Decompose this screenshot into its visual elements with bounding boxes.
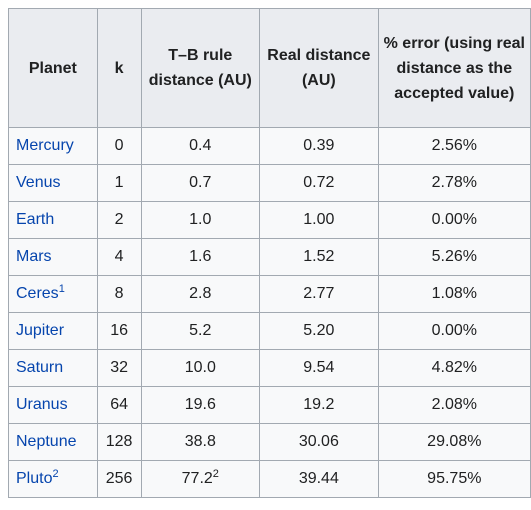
planet-name: Earth: [16, 211, 55, 228]
table-row: Mercury 0 0.4 0.39 2.56%: [8, 127, 531, 165]
footnote-marker[interactable]: 2: [212, 468, 219, 480]
table-row: Venus 1 0.7 0.72 2.78%: [8, 164, 531, 202]
tb-distance-value: 2.8: [140, 275, 261, 313]
real-distance-value: 5.20: [259, 312, 379, 350]
tb-distance-value: 10.0: [140, 349, 261, 387]
header-percent-error: % error (using real distance as the acce…: [377, 8, 531, 128]
planet-name: Mercury: [16, 137, 74, 154]
percent-error-value: 4.82%: [377, 349, 531, 387]
k-value: 1: [96, 164, 142, 202]
percent-error-value: 2.08%: [377, 386, 531, 424]
planet-link[interactable]: Saturn: [8, 349, 98, 387]
k-value: 32: [96, 349, 142, 387]
k-value: 2: [96, 201, 142, 239]
header-tb-distance: T–B rule distance (AU): [140, 8, 261, 128]
real-distance-value: 0.72: [259, 164, 379, 202]
real-distance-value: 9.54: [259, 349, 379, 387]
percent-error-value: 0.00%: [377, 312, 531, 350]
planet-link[interactable]: Pluto2: [8, 460, 98, 498]
real-distance-value: 19.2: [259, 386, 379, 424]
tb-distance-number: 38.8: [184, 433, 216, 450]
k-value: 8: [96, 275, 142, 313]
planet-name: Neptune: [16, 433, 77, 450]
tb-distance-number: 77.2: [181, 470, 213, 487]
tb-distance-value: 0.4: [140, 127, 261, 165]
planet-name: Uranus: [16, 396, 68, 413]
tb-distance-value: 1.0: [140, 201, 261, 239]
real-distance-value: 30.06: [259, 423, 379, 461]
tb-distance-number: 0.4: [189, 137, 212, 154]
table-row: Pluto2 256 77.22 39.44 95.75%: [8, 460, 531, 498]
table-row: Earth 2 1.0 1.00 0.00%: [8, 201, 531, 239]
k-value: 4: [96, 238, 142, 276]
header-k: k: [96, 8, 142, 128]
table-row: Uranus 64 19.6 19.2 2.08%: [8, 386, 531, 424]
tb-distance-value: 19.6: [140, 386, 261, 424]
planet-name: Pluto: [16, 470, 53, 487]
header-real-distance: Real distance (AU): [259, 8, 379, 128]
table-row: Saturn 32 10.0 9.54 4.82%: [8, 349, 531, 387]
table-row: Neptune 128 38.8 30.06 29.08%: [8, 423, 531, 461]
percent-error-value: 0.00%: [377, 201, 531, 239]
k-value: 16: [96, 312, 142, 350]
planet-name: Mars: [16, 248, 52, 265]
tb-distance-value: 1.6: [140, 238, 261, 276]
tb-distance-value: 77.22: [140, 460, 261, 498]
tb-distance-value: 0.7: [140, 164, 261, 202]
tb-distance-number: 10.0: [184, 359, 216, 376]
real-distance-value: 1.00: [259, 201, 379, 239]
percent-error-value: 5.26%: [377, 238, 531, 276]
planet-name: Jupiter: [16, 322, 65, 339]
planet-link[interactable]: Neptune: [8, 423, 98, 461]
k-value: 128: [96, 423, 142, 461]
table-row: Jupiter 16 5.2 5.20 0.00%: [8, 312, 531, 350]
k-value: 256: [96, 460, 142, 498]
tb-distance-number: 1.0: [189, 211, 212, 228]
planet-name: Ceres: [16, 285, 59, 302]
tb-distance-number: 1.6: [189, 248, 212, 265]
percent-error-value: 95.75%: [377, 460, 531, 498]
table-row: Ceres1 8 2.8 2.77 1.08%: [8, 275, 531, 313]
k-value: 64: [96, 386, 142, 424]
planet-link[interactable]: Earth: [8, 201, 98, 239]
header-planet: Planet: [8, 8, 98, 128]
table-container: Planet k T–B rule distance (AU) Real dis…: [8, 8, 531, 498]
planet-link[interactable]: Venus: [8, 164, 98, 202]
real-distance-value: 2.77: [259, 275, 379, 313]
tb-distance-number: 5.2: [189, 322, 212, 339]
footnote-marker[interactable]: 1: [58, 283, 65, 295]
tb-distance-value: 5.2: [140, 312, 261, 350]
tb-distance-number: 2.8: [189, 285, 212, 302]
tb-distance-value: 38.8: [140, 423, 261, 461]
tb-distance-number: 19.6: [184, 396, 216, 413]
percent-error-value: 1.08%: [377, 275, 531, 313]
percent-error-value: 2.56%: [377, 127, 531, 165]
titius-bode-table: Planet k T–B rule distance (AU) Real dis…: [8, 8, 531, 498]
real-distance-value: 39.44: [259, 460, 379, 498]
planet-link[interactable]: Ceres1: [8, 275, 98, 313]
percent-error-value: 29.08%: [377, 423, 531, 461]
percent-error-value: 2.78%: [377, 164, 531, 202]
planet-link[interactable]: Jupiter: [8, 312, 98, 350]
planet-link[interactable]: Mercury: [8, 127, 98, 165]
real-distance-value: 0.39: [259, 127, 379, 165]
footnote-marker[interactable]: 2: [52, 468, 59, 480]
planet-name: Venus: [16, 174, 61, 191]
planet-name: Saturn: [16, 359, 64, 376]
tb-distance-number: 0.7: [189, 174, 212, 191]
planet-link[interactable]: Mars: [8, 238, 98, 276]
k-value: 0: [96, 127, 142, 165]
real-distance-value: 1.52: [259, 238, 379, 276]
planet-link[interactable]: Uranus: [8, 386, 98, 424]
header-row: Planet k T–B rule distance (AU) Real dis…: [8, 8, 531, 128]
table-row: Mars 4 1.6 1.52 5.26%: [8, 238, 531, 276]
